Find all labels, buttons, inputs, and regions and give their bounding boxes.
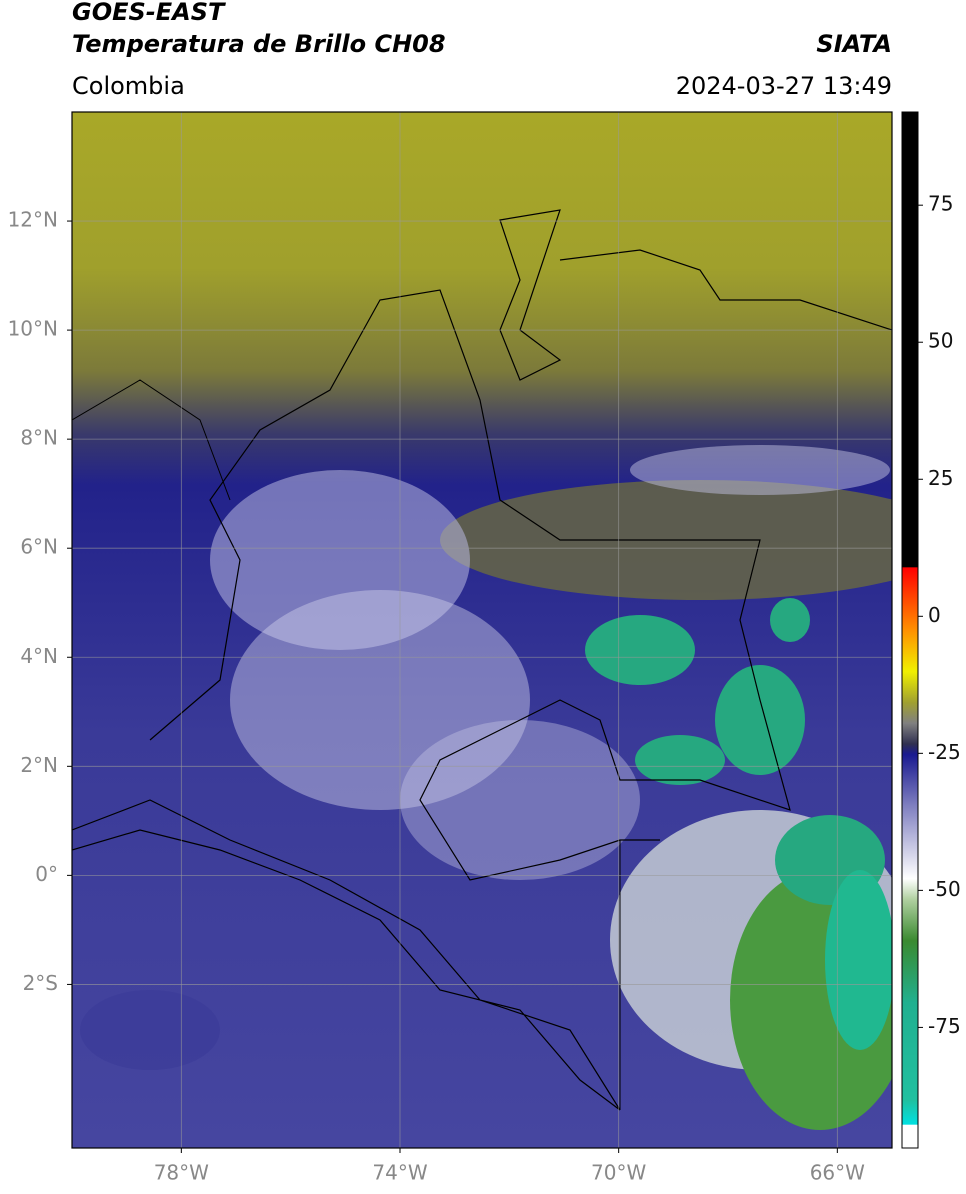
y-tick-label: 10°N (8, 317, 58, 341)
subtitle: Temperatura de Brillo CH08 (72, 30, 446, 58)
y-tick-label: 8°N (20, 426, 58, 450)
x-tick-label: 66°W (810, 1161, 865, 1185)
region: Colombia (72, 72, 185, 100)
y-tick-label: 12°N (8, 208, 58, 232)
x-tick-label: 78°W (154, 1161, 209, 1185)
x-tick-label: 74°W (372, 1161, 427, 1185)
colorbar-tick-label: -25 (928, 740, 961, 764)
grid (72, 112, 892, 1148)
colorbar-tick-label: 50 (928, 329, 953, 353)
colorbar-tick-label: -50 (928, 877, 961, 901)
imagery (72, 112, 892, 1148)
map-frame (71, 111, 893, 1149)
colorbar (901, 111, 919, 1149)
colorbar-tick-label: -75 (928, 1014, 961, 1038)
colorbar-tick-label: 0 (928, 603, 941, 627)
x-tick-label: 70°W (591, 1161, 646, 1185)
title: GOES-EAST (72, 0, 226, 26)
colorbar-tick-label: 75 (928, 192, 953, 216)
source: SIATA (816, 30, 892, 58)
y-tick-label: 6°N (20, 535, 58, 559)
y-tick-label: 2°S (23, 971, 58, 995)
colorbar-tick-label: 25 (928, 466, 953, 490)
y-tick-label: 0° (35, 862, 58, 886)
y-tick-label: 4°N (20, 644, 58, 668)
y-tick-label: 2°N (20, 753, 58, 777)
timestamp: 2024-03-27 13:49 (676, 72, 892, 100)
